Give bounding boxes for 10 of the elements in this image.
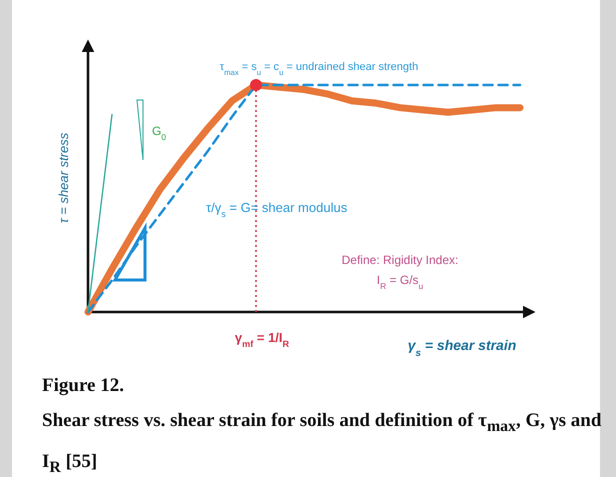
text: Figure 12. [42, 374, 125, 398]
annotation: I$_{R}$ = G/s$_{u}$ [376, 273, 424, 291]
annotation: τ/γ$_{s}$ = G= shear modulus [206, 200, 348, 219]
text: γ$_{mf}$ = 1/I$_{R}$ [234, 330, 290, 349]
y-axis-title: τ = shear stress [56, 132, 71, 224]
annotation: Define: Rigidity Index: [342, 253, 458, 267]
text: Shear stress vs. shear strain for soils and definition of τ$_{max}$, G, γs and I$_{R}$ [55] [42, 410, 602, 476]
x-axis-title: γ$_{s}$ = shear strain [408, 337, 516, 358]
annotation: τ$_{max}$ = s$_{u}$ = c$_{u}$ = undrained shear strength [220, 61, 418, 76]
annotation: G$_{0}$ [152, 124, 166, 142]
